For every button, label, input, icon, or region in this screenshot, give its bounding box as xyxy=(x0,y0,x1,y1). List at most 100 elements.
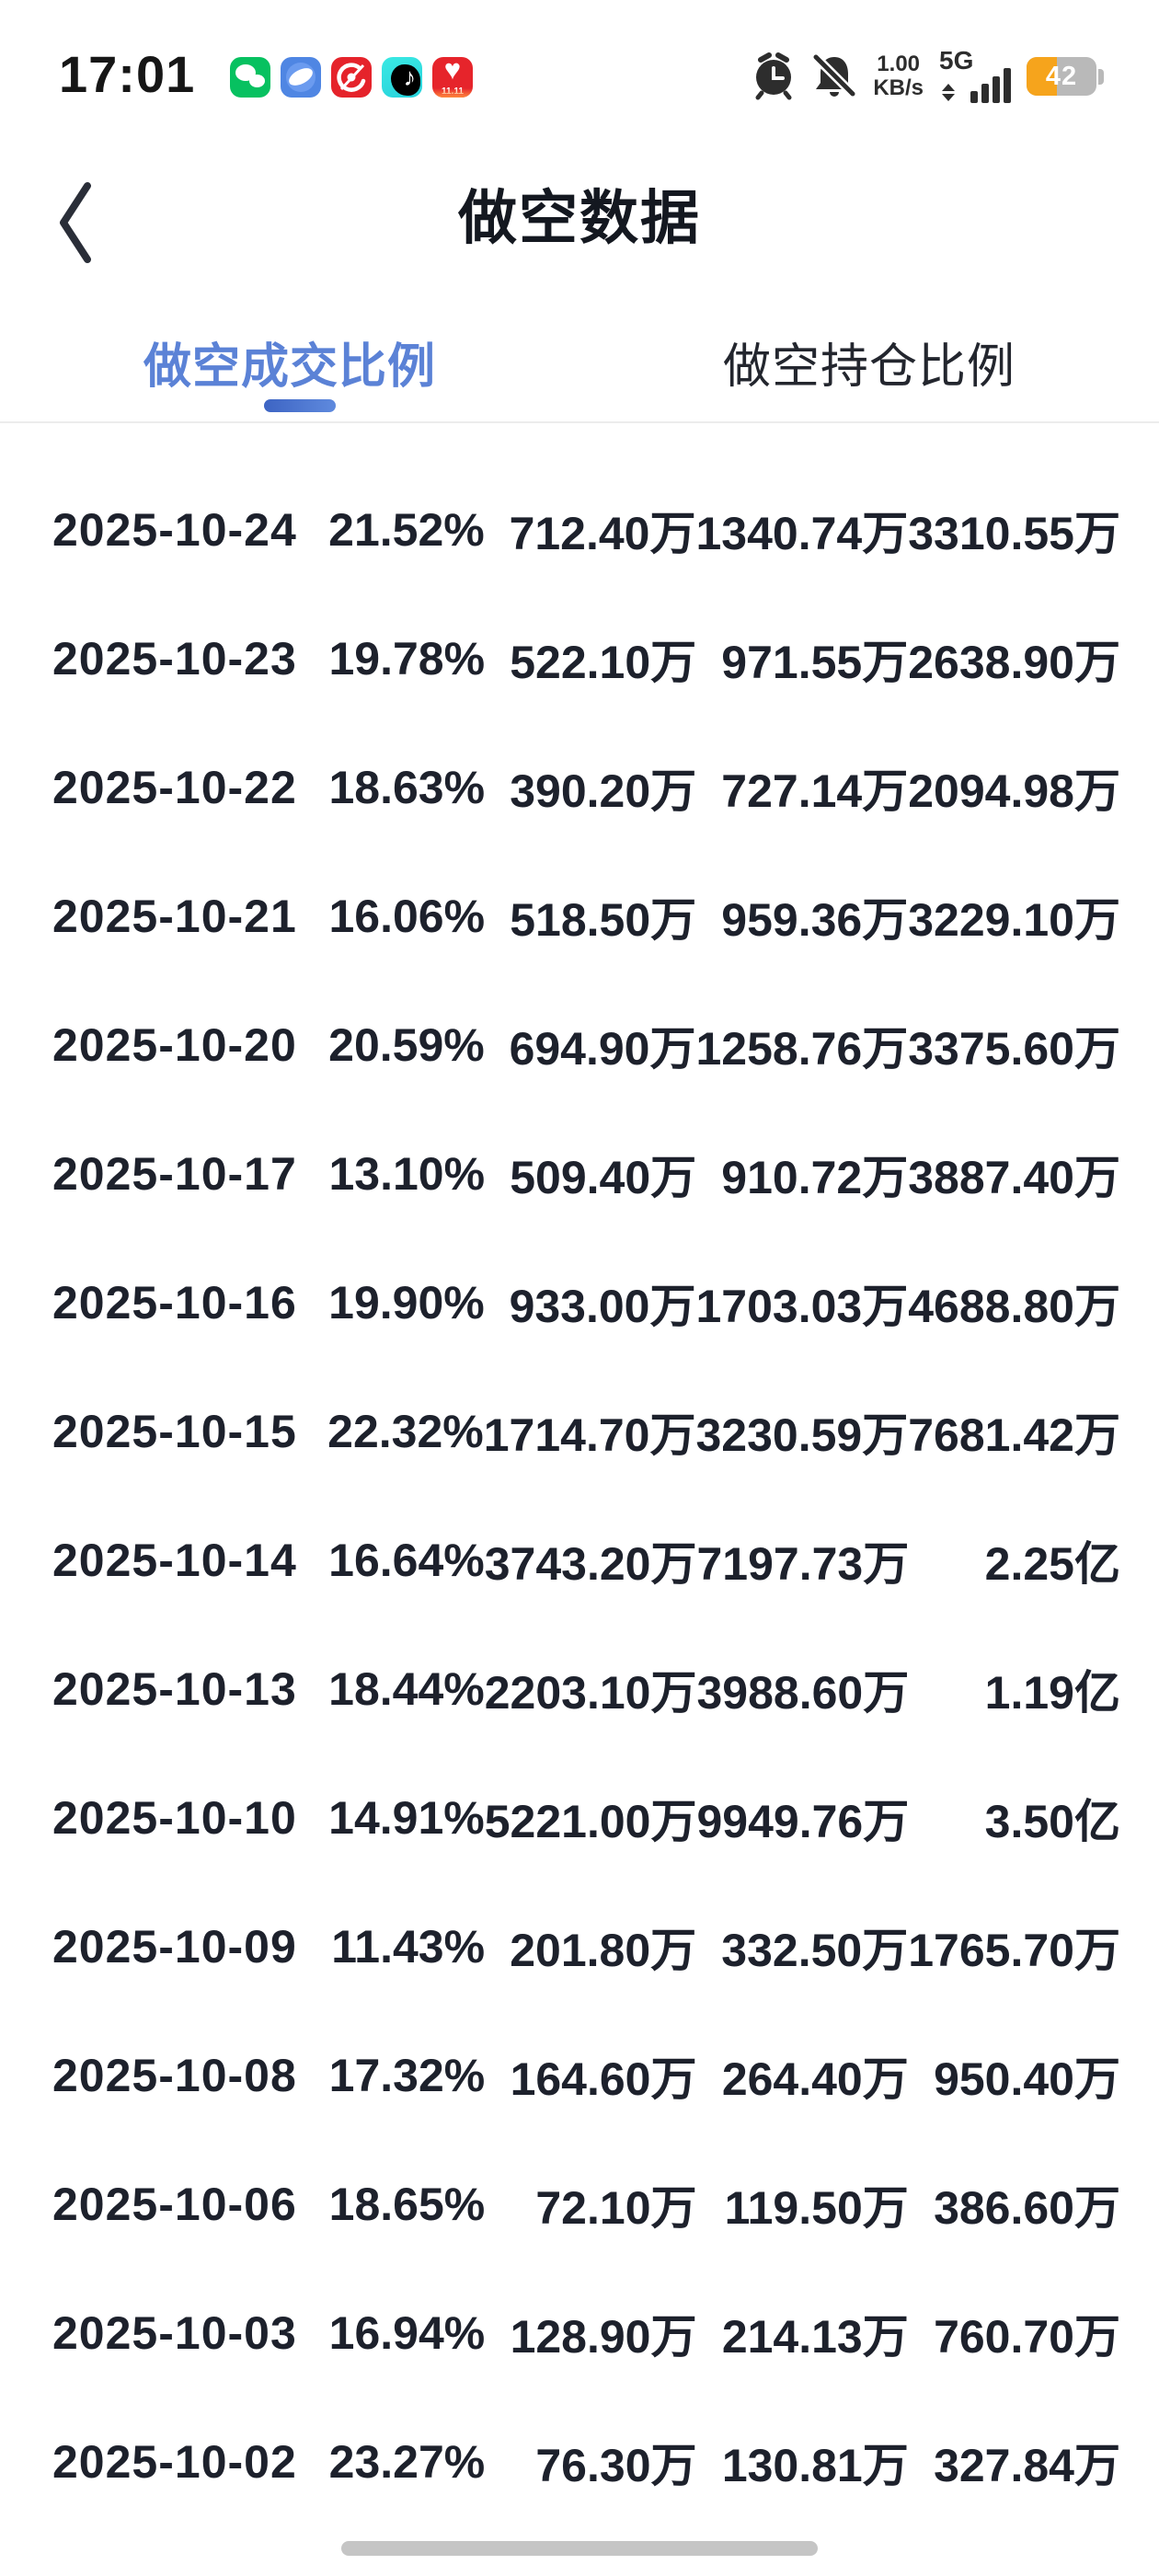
cell-value-2: 959.36万 xyxy=(721,894,909,946)
data-list[interactable]: 2025-10-24 21.52% 712.40万 1340.74万 3310.55万 2… xyxy=(0,423,1159,2526)
tab-short-position-ratio[interactable]: 做空持仓比例 xyxy=(722,339,1016,394)
cell-date: 2025-10-21 xyxy=(52,891,297,942)
heart-glyph: ♥ xyxy=(443,57,462,86)
cell-value-2: 3230.59万 xyxy=(695,1409,909,1461)
cell-value-3: 2094.98万 xyxy=(908,765,1120,817)
cell-ratio: 16.64% xyxy=(328,1535,485,1586)
table-row: 2025-10-24 21.52% 712.40万 1340.74万 3310.55万 xyxy=(52,466,1120,594)
cell-value-1: 128.90万 xyxy=(510,2311,697,2363)
cell-date: 2025-10-22 xyxy=(52,762,297,813)
cell-value-3: 2.25亿 xyxy=(984,1538,1120,1590)
back-button[interactable] xyxy=(48,175,103,270)
network-type-label: 5G xyxy=(939,46,974,75)
cell-value-3: 950.40万 xyxy=(934,2053,1120,2105)
cell-value-2: 1703.03万 xyxy=(695,1281,909,1332)
battery-percent: 42 xyxy=(1045,61,1078,91)
table-row: 2025-10-17 13.10% 509.40万 910.72万 3887.40万 xyxy=(52,1110,1120,1238)
notification-app-icons: ♪ ♥ 11.11 xyxy=(230,57,473,98)
red-swirl-app-icon xyxy=(331,57,372,98)
tab-short-volume-ratio[interactable]: 做空成交比例 xyxy=(143,339,436,394)
cell-ratio: 19.90% xyxy=(328,1277,485,1328)
cell-ratio: 14.91% xyxy=(328,1792,485,1844)
back-chevron-icon xyxy=(60,182,91,263)
battery-indicator: 42 xyxy=(1027,57,1104,96)
cell-value-2: 130.81万 xyxy=(721,2440,909,2491)
page-title: 做空数据 xyxy=(458,185,701,251)
cell-value-3: 1765.70万 xyxy=(908,1925,1120,1976)
festival-label: 11.11 xyxy=(442,86,464,97)
cell-date: 2025-10-08 xyxy=(52,2050,297,2101)
cell-date: 2025-10-24 xyxy=(52,504,297,556)
cell-value-3: 4688.80万 xyxy=(908,1281,1120,1332)
battery-cap xyxy=(1098,68,1104,85)
table-row: 2025-10-20 20.59% 694.90万 1258.76万 3375.60万 xyxy=(52,981,1120,1110)
cell-date: 2025-10-14 xyxy=(52,1535,297,1586)
cell-value-3: 3310.55万 xyxy=(908,508,1120,559)
cell-value-3: 1.19亿 xyxy=(984,1667,1120,1719)
cell-value-3: 3375.60万 xyxy=(908,1023,1120,1075)
cell-ratio: 21.52% xyxy=(328,504,485,556)
cell-value-3: 7681.42万 xyxy=(908,1409,1120,1461)
table-row: 2025-10-09 11.43% 201.80万 332.50万 1765.70万 xyxy=(52,1882,1120,2011)
cell-date: 2025-10-10 xyxy=(52,1792,297,1844)
cell-value-1: 694.90万 xyxy=(509,1023,696,1075)
cell-value-3: 386.60万 xyxy=(934,2182,1120,2234)
cell-value-1: 2203.10万 xyxy=(484,1667,697,1719)
scroll-indicator[interactable] xyxy=(341,2541,818,2556)
cell-ratio: 20.59% xyxy=(328,1019,485,1071)
quark-browser-icon xyxy=(281,57,321,98)
cell-date: 2025-10-02 xyxy=(52,2436,297,2488)
cell-ratio: 18.65% xyxy=(328,2179,486,2230)
cell-value-1: 76.30万 xyxy=(535,2440,697,2491)
table-row: 2025-10-10 14.91% 5221.00万 9949.76万 3.50亿 xyxy=(52,1754,1120,1882)
cell-date: 2025-10-15 xyxy=(52,1406,297,1457)
cell-value-1: 509.40万 xyxy=(510,1152,697,1203)
cell-ratio: 16.06% xyxy=(328,891,486,942)
cell-ratio: 18.63% xyxy=(328,762,486,813)
battery-fill xyxy=(1027,57,1058,96)
cell-value-1: 518.50万 xyxy=(510,894,697,946)
cell-value-1: 1714.70万 xyxy=(483,1409,696,1461)
cell-value-1: 72.10万 xyxy=(535,2182,697,2234)
table-row: 2025-10-14 16.64% 3743.20万 7197.73万 2.25亿 xyxy=(52,1496,1120,1625)
network-speed-unit: KB/s xyxy=(873,75,924,100)
network-speed: 1.00 KB/s xyxy=(873,52,924,100)
music-note-glyph: ♪ xyxy=(403,63,417,91)
cellular-signal: 5G xyxy=(939,46,1011,103)
cell-value-3: 760.70万 xyxy=(934,2311,1120,2363)
cell-value-2: 332.50万 xyxy=(721,1925,909,1976)
table-row: 2025-10-03 16.94% 128.90万 214.13万 760.70万 xyxy=(52,2269,1120,2398)
cell-ratio: 16.94% xyxy=(328,2307,486,2359)
cell-value-2: 119.50万 xyxy=(724,2182,909,2234)
cell-value-3: 3229.10万 xyxy=(908,894,1120,946)
alarm-clock-icon xyxy=(755,52,792,100)
douyin-icon: ♪ xyxy=(382,57,422,98)
cell-ratio: 13.10% xyxy=(328,1148,486,1200)
cell-date: 2025-10-03 xyxy=(52,2307,297,2359)
table-row: 2025-10-08 17.32% 164.60万 264.40万 950.40万 xyxy=(52,2011,1120,2140)
cell-ratio: 18.44% xyxy=(328,1663,485,1715)
cell-value-2: 1258.76万 xyxy=(695,1023,909,1075)
cell-value-2: 214.13万 xyxy=(721,2311,909,2363)
cell-value-1: 522.10万 xyxy=(510,637,697,688)
cell-ratio: 19.78% xyxy=(328,633,486,684)
cell-value-1: 201.80万 xyxy=(510,1925,697,1976)
table-row: 2025-10-22 18.63% 390.20万 727.14万 2094.98万 xyxy=(52,723,1120,852)
shopping-festival-icon: ♥ 11.11 xyxy=(432,57,473,98)
table-row: 2025-10-21 16.06% 518.50万 959.36万 3229.10万 xyxy=(52,852,1120,981)
cell-value-2: 910.72万 xyxy=(721,1152,909,1203)
cell-date: 2025-10-16 xyxy=(52,1277,297,1328)
cell-date: 2025-10-17 xyxy=(52,1148,297,1200)
data-transfer-arrows-icon xyxy=(942,84,955,101)
cell-value-2: 1340.74万 xyxy=(695,508,909,559)
cell-value-1: 5221.00万 xyxy=(484,1796,697,1847)
cell-ratio: 22.32% xyxy=(327,1406,484,1457)
cell-value-2: 971.55万 xyxy=(721,637,909,688)
table-row: 2025-10-13 18.44% 2203.10万 3988.60万 1.19亿 xyxy=(52,1625,1120,1754)
cell-date: 2025-10-09 xyxy=(52,1921,297,1972)
cell-date: 2025-10-20 xyxy=(52,1019,297,1071)
cell-value-3: 3.50亿 xyxy=(984,1796,1120,1847)
cell-date: 2025-10-06 xyxy=(52,2179,297,2230)
notifications-muted-icon xyxy=(811,52,857,98)
cell-value-1: 3743.20万 xyxy=(484,1538,697,1590)
